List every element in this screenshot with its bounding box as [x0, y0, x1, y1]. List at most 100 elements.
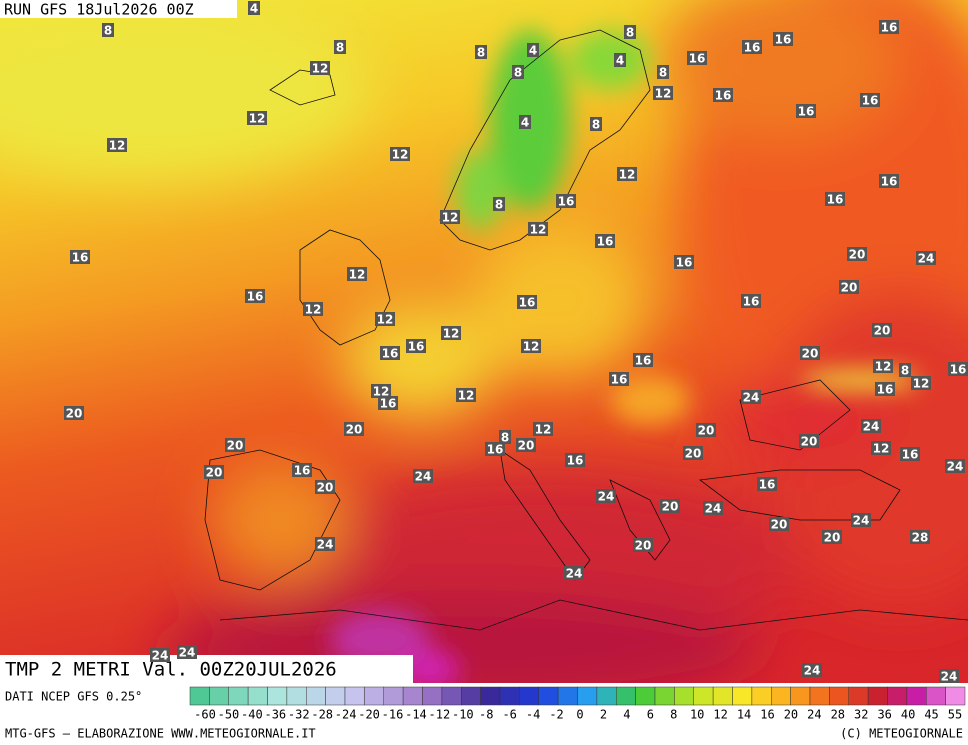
temperature-label: 12 — [873, 442, 890, 456]
legend-swatch — [712, 686, 733, 706]
temperature-label: 12 — [523, 340, 540, 354]
label-box — [528, 222, 548, 236]
temperature-label: 16 — [408, 340, 425, 354]
legend-tick-label: -6 — [502, 708, 516, 722]
temperature-label: 20 — [206, 466, 223, 480]
temperature-label: 16 — [294, 464, 311, 478]
legend-tick-label: 24 — [807, 708, 821, 722]
legend-swatch — [383, 686, 404, 706]
legend-tick-label: 10 — [690, 708, 704, 722]
legend-swatch — [829, 686, 849, 706]
label-box — [204, 465, 224, 479]
label-box — [703, 501, 723, 515]
temperature-label: 12 — [305, 303, 322, 317]
label-box — [799, 434, 819, 448]
legend-tick-label: -20 — [358, 708, 380, 722]
legend-tick-label: -40 — [241, 708, 263, 722]
legend-tick-label: 45 — [924, 708, 938, 722]
temperature-label: 20 — [66, 407, 83, 421]
label-box — [245, 289, 265, 303]
label-box — [590, 117, 602, 131]
label-box — [517, 295, 537, 309]
temperature-label: 20 — [635, 539, 652, 553]
label-box — [617, 167, 637, 181]
label-box — [64, 406, 84, 420]
temperature-label: 8 — [477, 46, 485, 60]
color-legend: -60 -50 -40 -36 -32 -28 -24 -20 -16 -14 -12 -10 -8 -6… — [189, 686, 966, 722]
legend-tick-label: -14 — [405, 708, 427, 722]
label-box — [910, 530, 930, 544]
label-box — [800, 346, 820, 360]
temperature-label: 16 — [759, 478, 776, 492]
temperature-label: 8 — [104, 24, 112, 38]
label-box — [769, 517, 789, 531]
label-box — [773, 32, 793, 46]
legend-tick-label: 6 — [647, 708, 654, 722]
temperature-label: 12 — [655, 87, 672, 101]
label-box — [315, 480, 335, 494]
temperature-label: 20 — [698, 424, 715, 438]
run-label: RUN GFS 18Jul2026 00Z — [4, 1, 194, 19]
temperature-label: 16 — [798, 105, 815, 119]
legend-tick-label: 16 — [760, 708, 774, 722]
legend-tick-label: -2 — [549, 708, 563, 722]
temperature-label: 4 — [521, 116, 529, 130]
legend-swatch — [945, 686, 966, 706]
label-box — [344, 422, 364, 436]
temperature-label: 4 — [616, 54, 624, 68]
legend-swatch — [364, 686, 384, 706]
temperature-label: 28 — [912, 531, 929, 545]
temperature-label: 16 — [380, 397, 397, 411]
label-box — [713, 88, 733, 102]
label-box — [70, 250, 90, 264]
label-box — [742, 40, 762, 54]
temperature-label: 16 — [382, 347, 399, 361]
label-box — [107, 138, 127, 152]
legend-tick-label: 2 — [600, 708, 607, 722]
temperature-label: 12 — [458, 389, 475, 403]
temperature-label: 8 — [495, 198, 503, 212]
temperature-label: 16 — [247, 290, 264, 304]
temperature-label: 12 — [377, 313, 394, 327]
label-box — [475, 45, 487, 59]
label-box — [347, 267, 367, 281]
temperature-label: 16 — [689, 52, 706, 66]
label-box — [875, 382, 895, 396]
legend-swatch — [344, 686, 365, 706]
temperature-label: 12 — [619, 168, 636, 182]
label-box — [512, 65, 524, 79]
label-box — [519, 115, 531, 129]
temperature-label: 20 — [771, 518, 788, 532]
label-box — [334, 40, 346, 54]
label-box — [150, 648, 170, 662]
legend-swatch — [189, 686, 210, 706]
label-box — [380, 346, 400, 360]
legend-swatch — [848, 686, 869, 706]
legend-swatch — [538, 686, 559, 706]
label-box — [802, 663, 822, 677]
legend-swatch — [557, 686, 578, 706]
temperature-label: 12 — [349, 268, 366, 282]
temperature-label: 24 — [566, 567, 583, 581]
temperature-label: 24 — [853, 514, 870, 528]
legend-swatch — [635, 686, 656, 706]
label-box — [493, 197, 505, 211]
temperature-label: 12 — [443, 327, 460, 341]
temperature-label: 16 — [611, 373, 628, 387]
label-box — [499, 430, 511, 444]
label-box — [440, 210, 460, 224]
label-box — [939, 669, 959, 683]
footer-left: MTG-GFS — ELABORAZIONE WWW.METEOGIORNALE… — [5, 727, 316, 741]
legend-tick-label: 40 — [901, 708, 915, 722]
legend-swatch — [422, 686, 443, 706]
temperature-label: 16 — [950, 363, 967, 377]
label-box — [899, 363, 911, 377]
temperature-label: 12 — [442, 211, 459, 225]
label-box — [916, 251, 936, 265]
temperature-label: 20 — [685, 447, 702, 461]
legend-tick-label: -32 — [288, 708, 310, 722]
temperature-label: 20 — [802, 347, 819, 361]
label-box — [406, 339, 426, 353]
legend-tick-label: 12 — [713, 708, 727, 722]
temperature-label: 12 — [535, 423, 552, 437]
